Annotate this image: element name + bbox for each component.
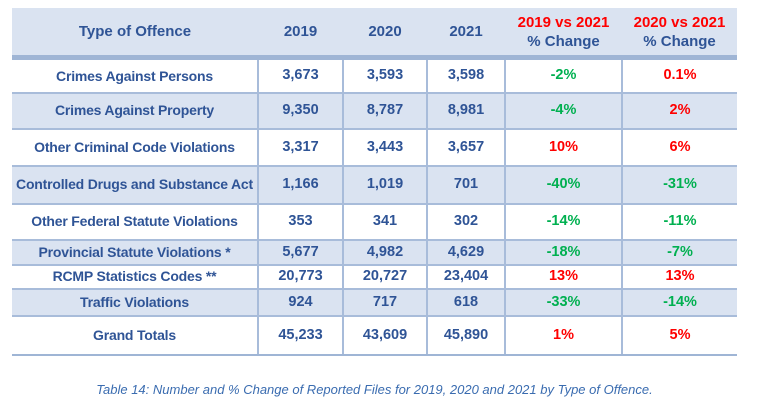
header-2019-vs-2021-change: 2019 vs 2021 % Change — [505, 8, 622, 60]
change-2019-2021-cell: -4% — [504, 91, 622, 129]
header-2020-vs-2021-title: 2020 vs 2021 — [633, 13, 726, 31]
change-2019-2021-cell: -2% — [504, 57, 622, 93]
change-2020-2021-cell: -31% — [621, 164, 737, 204]
header-2019-vs-2021-subtitle: % Change — [527, 32, 600, 50]
offence-table-container: Type of Offence 2019 2020 2021 2019 vs 2… — [12, 8, 737, 356]
count-2020-cell: 8,787 — [342, 91, 427, 129]
table-row-grand-totals: Grand Totals 45,233 43,609 45,890 1% 5% — [12, 314, 737, 356]
count-2021-cell: 302 — [426, 202, 505, 240]
count-2019-cell: 1,166 — [257, 164, 343, 204]
header-2020: 2020 — [343, 8, 427, 60]
count-2019-cell: 3,317 — [257, 127, 343, 166]
count-2019-cell: 9,350 — [257, 91, 343, 129]
change-2020-2021-cell: -7% — [621, 238, 737, 265]
count-2019-cell: 353 — [257, 202, 343, 240]
count-2020-cell: 717 — [342, 287, 427, 316]
offence-cell: Other Criminal Code Violations — [12, 127, 258, 166]
count-2019-cell: 924 — [257, 287, 343, 316]
count-2019-cell: 45,233 — [257, 314, 343, 356]
header-2019-vs-2021-title: 2019 vs 2021 — [517, 13, 610, 31]
count-2020-cell: 1,019 — [342, 164, 427, 204]
offence-cell: Other Federal Statute Violations — [12, 202, 258, 240]
count-2019-cell: 5,677 — [257, 238, 343, 265]
header-type-of-offence: Type of Offence — [12, 8, 258, 60]
count-2019-cell: 20,773 — [257, 263, 343, 289]
header-2020-vs-2021-subtitle: % Change — [643, 32, 716, 50]
table-row: Controlled Drugs and Substance Act 1,166… — [12, 164, 737, 204]
count-2021-cell: 618 — [426, 287, 505, 316]
change-2019-2021-cell: 10% — [504, 127, 622, 166]
change-2019-2021-cell: -18% — [504, 238, 622, 265]
offence-cell: Controlled Drugs and Substance Act — [12, 164, 258, 204]
count-2020-cell: 20,727 — [342, 263, 427, 289]
table-row: Other Criminal Code Violations 3,317 3,4… — [12, 127, 737, 166]
change-2019-2021-cell: 13% — [504, 263, 622, 289]
header-2020-vs-2021-change: 2020 vs 2021 % Change — [622, 8, 737, 60]
change-2020-2021-cell: 0.1% — [621, 57, 737, 93]
offence-cell: Crimes Against Persons — [56, 67, 213, 84]
change-2020-2021-cell: 2% — [621, 91, 737, 129]
count-2019-cell: 3,673 — [257, 57, 343, 93]
count-2021-cell: 8,981 — [426, 91, 505, 129]
count-2020-cell: 3,593 — [342, 57, 427, 93]
table-caption: Table 14: Number and % Change of Reporte… — [96, 382, 653, 397]
count-2020-cell: 3,443 — [342, 127, 427, 166]
count-2021-cell: 23,404 — [426, 263, 505, 289]
offence-cell: Provincial Statute Violations * — [12, 238, 258, 265]
offence-table: Type of Offence 2019 2020 2021 2019 vs 2… — [12, 8, 737, 356]
count-2021-cell: 3,657 — [426, 127, 505, 166]
change-2019-2021-cell: -33% — [504, 287, 622, 316]
table-row: Other Federal Statute Violations 353 341… — [12, 202, 737, 240]
table-row: RCMP Statistics Codes ** 20,773 20,727 2… — [12, 263, 737, 289]
count-2021-cell: 45,890 — [426, 314, 505, 356]
table-row: Crimes Against Property 9,350 8,787 8,98… — [12, 91, 737, 129]
offence-cell: Traffic Violations — [12, 287, 258, 316]
table-row: Provincial Statute Violations * 5,677 4,… — [12, 238, 737, 265]
change-2020-2021-cell: -11% — [621, 202, 737, 240]
change-2019-2021-cell: -40% — [504, 164, 622, 204]
count-2021-cell: 701 — [426, 164, 505, 204]
count-2020-cell: 341 — [342, 202, 427, 240]
table-row: Crimes Against Persons 3,673 3,593 3,598… — [12, 57, 737, 93]
change-2020-2021-cell: 13% — [621, 263, 737, 289]
count-2020-cell: 4,982 — [342, 238, 427, 265]
offence-cell: Crimes Against Property — [12, 91, 258, 129]
table-header-row: Type of Offence 2019 2020 2021 2019 vs 2… — [12, 8, 737, 60]
change-2019-2021-cell: 1% — [504, 314, 622, 356]
count-2021-cell: 3,598 — [426, 57, 505, 93]
header-2019: 2019 — [258, 8, 343, 60]
change-2019-2021-cell: -14% — [504, 202, 622, 240]
count-2020-cell: 43,609 — [342, 314, 427, 356]
change-2020-2021-cell: 6% — [621, 127, 737, 166]
header-2021: 2021 — [427, 8, 505, 60]
change-2020-2021-cell: -14% — [621, 287, 737, 316]
count-2021-cell: 4,629 — [426, 238, 505, 265]
change-2020-2021-cell: 5% — [621, 314, 737, 356]
offence-cell: RCMP Statistics Codes ** — [12, 263, 258, 289]
offence-cell: Grand Totals — [12, 314, 258, 356]
table-row: Traffic Violations 924 717 618 -33% -14% — [12, 287, 737, 316]
